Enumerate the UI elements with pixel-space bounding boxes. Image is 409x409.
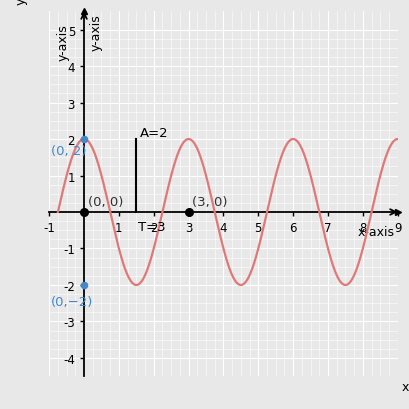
Text: x-axis: x-axis (356, 225, 393, 238)
Text: y-axis: y-axis (56, 24, 70, 61)
Text: (0, 0): (0, 0) (88, 196, 123, 209)
Text: (0,−2): (0,−2) (51, 295, 93, 308)
Text: T=3: T=3 (138, 220, 165, 233)
Text: y-axis: y-axis (15, 0, 28, 5)
Text: x-axis: x-axis (400, 380, 409, 393)
Text: (3, 0): (3, 0) (191, 196, 227, 209)
Text: A=2: A=2 (139, 127, 168, 140)
Text: (0, 2): (0, 2) (51, 144, 86, 157)
Text: y-axis: y-axis (89, 14, 102, 51)
